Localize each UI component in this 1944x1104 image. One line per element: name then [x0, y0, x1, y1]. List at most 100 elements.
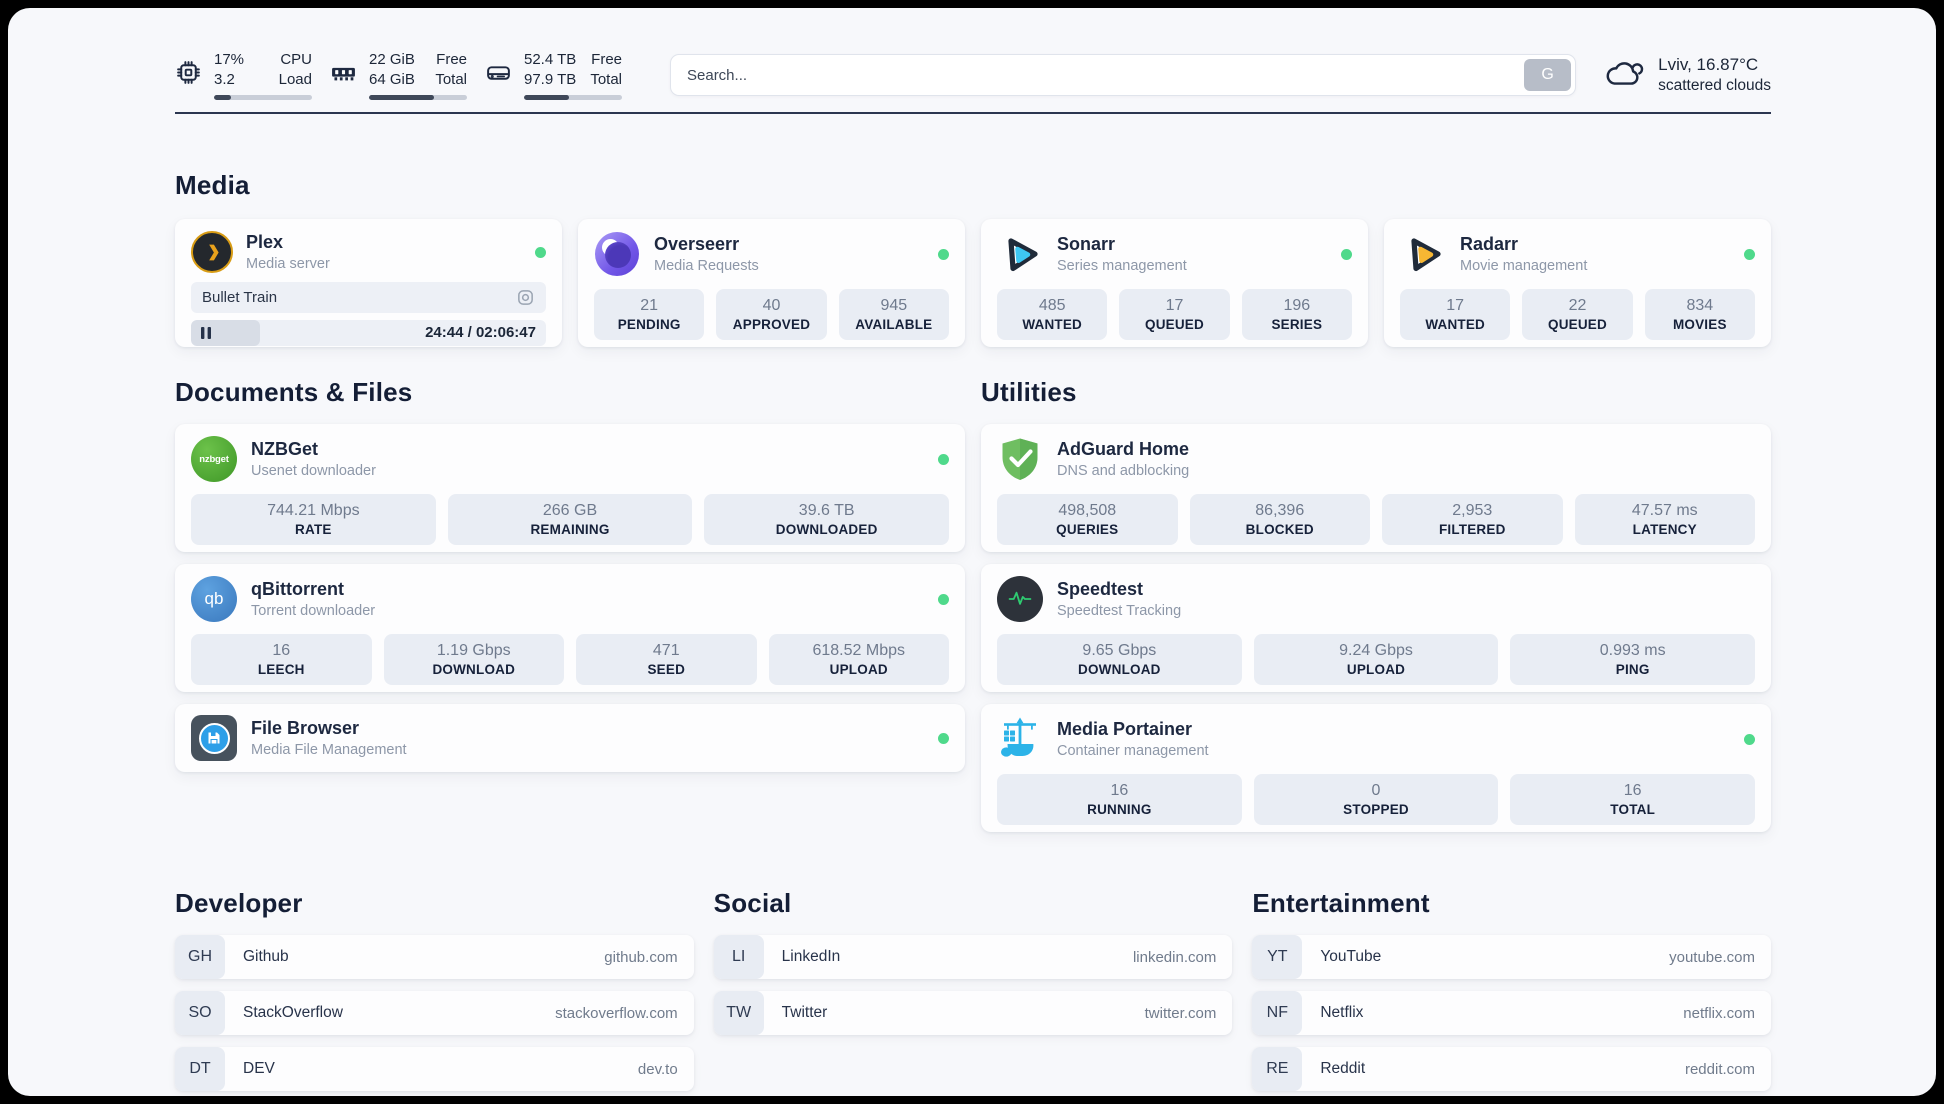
app-card-qbittorrent[interactable]: qb qBittorrent Torrent downloader 16 LEEC… — [175, 564, 965, 692]
stat-value: 834 — [1686, 297, 1714, 314]
stat-box: 196 SERIES — [1241, 289, 1352, 340]
stat-box: 17 QUEUED — [1119, 289, 1230, 340]
app-card-adguard[interactable]: AdGuard Home DNS and adblocking 498,508 Q… — [981, 424, 1771, 552]
stat-box: 16 RUNNING — [997, 774, 1242, 825]
stat-value: 0.993 ms — [1599, 642, 1666, 659]
app-card-plex[interactable]: Plex Media server Bullet Train 24:44 / 0… — [175, 219, 562, 347]
bookmark-name: LinkedIn — [781, 948, 841, 965]
bookmark-name: YouTube — [1320, 948, 1382, 965]
bookmark-linkedin[interactable]: LI LinkedIn linkedin.com — [713, 935, 1233, 979]
search-bar: G — [670, 54, 1577, 96]
bookmark-stackoverflow[interactable]: SO StackOverflow stackoverflow.com — [175, 991, 694, 1035]
stat-value: 39.6 TB — [798, 502, 855, 519]
stat-value: 16 — [1110, 782, 1129, 799]
app-description: DNS and adblocking — [1057, 462, 1190, 479]
stat-label: PENDING — [617, 317, 681, 332]
stat-label: LATENCY — [1632, 522, 1697, 537]
cpu-progress-fill — [214, 94, 231, 100]
plex-icon — [191, 231, 233, 273]
stat-box: 40 APPROVED — [716, 289, 827, 340]
stat-box: 0.993 ms PING — [1510, 634, 1756, 685]
bookmark-twitter[interactable]: TW Twitter twitter.com — [713, 991, 1233, 1035]
stat-label: SEED — [647, 662, 686, 677]
app-name: Media Portainer — [1057, 718, 1193, 739]
app-name: Speedtest — [1057, 578, 1144, 599]
bookmark-initials: YT — [1252, 935, 1303, 979]
app-description: Series management — [1057, 257, 1187, 274]
stat-label: WANTED — [1425, 317, 1486, 332]
stat-value: 16 — [272, 642, 291, 659]
stat-label: BLOCKED — [1245, 522, 1314, 537]
status-online-dot — [1341, 248, 1352, 260]
stat-box: 39.6 TB DOWNLOADED — [704, 494, 950, 545]
app-card-filebrowser[interactable]: File Browser Media File Management — [175, 704, 965, 772]
disk-total-label: Total — [590, 71, 622, 88]
stat-label: QUEUED — [1548, 317, 1607, 332]
stat-label: LEECH — [257, 662, 305, 677]
stat-box: 834 MOVIES — [1644, 289, 1755, 340]
weather-widget: Lviv, 16.87°C scattered clouds — [1604, 55, 1771, 95]
bookmark-dev[interactable]: DT DEV dev.to — [175, 1047, 694, 1091]
portainer-crane-icon — [997, 716, 1043, 762]
header-divider — [175, 112, 1771, 114]
stat-value: 618.52 Mbps — [812, 642, 905, 659]
disk-progress-bar — [524, 94, 622, 100]
stat-label: REMAINING — [530, 522, 610, 537]
disk-total-value: 97.9 TB — [524, 71, 577, 88]
memory-total-label: Total — [435, 71, 467, 88]
disk-free-label: Free — [591, 51, 622, 69]
app-card-portainer[interactable]: Media Portainer Container management 16 R… — [981, 704, 1771, 832]
bookmark-reddit[interactable]: RE Reddit reddit.com — [1252, 1047, 1771, 1091]
bookmark-youtube[interactable]: YT YouTube youtube.com — [1252, 935, 1771, 979]
bookmark-name: DEV — [243, 1060, 275, 1077]
bookmark-url: reddit.com — [1684, 1060, 1755, 1078]
hard-drive-icon — [485, 59, 512, 91]
top-bar: 17% 3.2 CPU Load — [175, 8, 1771, 112]
bookmark-netflix[interactable]: NF Netflix netflix.com — [1252, 991, 1771, 1035]
pause-icon — [200, 326, 212, 345]
status-online-dot — [1744, 733, 1755, 745]
nzbget-icon: nzbget — [191, 436, 237, 482]
stat-box: 945 AVAILABLE — [838, 289, 949, 340]
stat-value: 196 — [1283, 297, 1311, 314]
developer-column: Developer GH Github github.com SO StackO… — [175, 888, 694, 1096]
app-card-overseerr[interactable]: Overseerr Media Requests 21 PENDING 40 APP… — [578, 219, 965, 347]
documents-column: Documents & Files nzbget NZBGet Usenet d… — [175, 377, 965, 772]
bookmark-github[interactable]: GH Github github.com — [175, 935, 694, 979]
cpu-widget: 17% 3.2 CPU Load — [175, 50, 312, 100]
bookmark-initials: NF — [1252, 991, 1303, 1035]
bookmark-initials: SO — [175, 991, 225, 1035]
status-online-dot — [938, 453, 949, 465]
overseerr-icon — [594, 231, 640, 277]
stat-value: 9.24 Gbps — [1339, 642, 1413, 659]
media-cards-row: Plex Media server Bullet Train 24:44 / 0… — [175, 219, 1771, 347]
bookmark-name: Netflix — [1320, 1004, 1364, 1021]
search-engine-button[interactable]: G — [1524, 59, 1572, 91]
stat-label: FILTERED — [1438, 522, 1506, 537]
app-description: Speedtest Tracking — [1057, 602, 1182, 619]
stat-value: 40 — [762, 297, 781, 314]
stat-label: STOPPED — [1343, 802, 1409, 817]
bookmark-url: twitter.com — [1144, 1004, 1217, 1022]
playback-progress-bar: 24:44 / 02:06:47 — [191, 320, 546, 346]
stat-label: APPROVED — [732, 317, 811, 332]
status-online-dot — [535, 246, 546, 258]
stat-value: 21 — [640, 297, 659, 314]
search-input[interactable] — [670, 54, 1577, 96]
app-card-sonarr[interactable]: Sonarr Series management 485 WANTED 17 QUE… — [981, 219, 1368, 347]
stat-label: QUERIES — [1056, 522, 1119, 537]
app-card-speedtest[interactable]: Speedtest Speedtest Tracking 9.65 Gbps DO… — [981, 564, 1771, 692]
utilities-column: Utilities AdGuard Home DNS and adblockin… — [981, 377, 1771, 844]
stat-box: 17 WANTED — [1400, 289, 1511, 340]
memory-free-value: 22 GiB — [369, 51, 415, 69]
stat-label: UPLOAD — [1346, 662, 1406, 677]
app-name: Overseerr — [654, 233, 740, 254]
memory-free-label: Free — [436, 51, 467, 69]
disc-icon — [518, 290, 533, 305]
app-description: Movie management — [1460, 257, 1588, 274]
cpu-chip-icon — [175, 59, 202, 91]
app-description: Media File Management — [251, 741, 407, 758]
app-card-nzbget[interactable]: nzbget NZBGet Usenet downloader 744.21 M… — [175, 424, 965, 552]
app-card-radarr[interactable]: Radarr Movie management 17 WANTED 22 QUEUE… — [1384, 219, 1771, 347]
stat-label: RATE — [295, 522, 332, 537]
